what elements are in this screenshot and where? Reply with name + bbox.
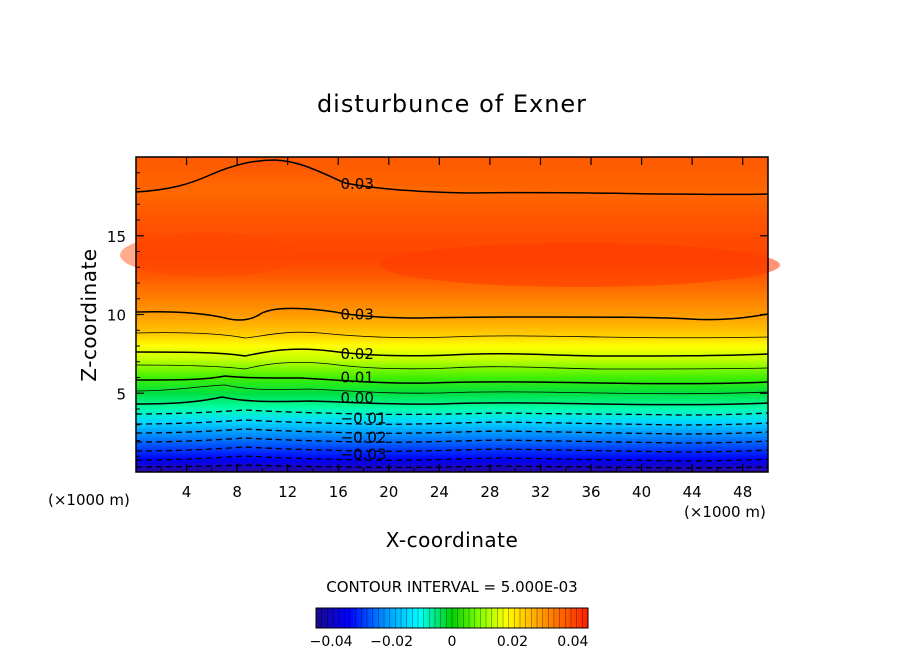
max-region [380,243,780,287]
x-tick-label: 8 [232,483,242,501]
colorbar-tick-label: 0.02 [497,634,528,650]
y-tick-label: 5 [116,385,126,403]
x-tick-label: 36 [581,483,600,501]
colorbar-tick-labels: −0.04 −0.02 0 0.02 0.04 [310,634,589,650]
contour-label: 0.01 [340,369,373,387]
contour-neg-0.035 [135,464,769,469]
contour-neg-0.015 [135,428,769,435]
contour-0.005 [135,384,769,395]
contour-label: −0.02 [341,428,387,446]
y-tick-label: 10 [107,307,126,325]
contour-lines [135,159,769,469]
chart-title: disturbunce of Exner [317,90,587,118]
contour-0.03-lower [135,307,769,321]
contour-neg-0.02 [135,437,769,444]
contour-neg-0.01 [135,419,769,426]
x-tick-label: 16 [329,483,348,501]
x-tick-label: 20 [379,483,398,501]
colorbar-stripes [321,608,583,628]
x-tick-label: 28 [480,483,499,501]
y-axis-label: Z-coordinate [77,248,101,381]
contour-label: −0.01 [341,409,387,427]
contour-label: 0.00 [340,389,373,407]
contour-neg-0.025 [135,446,769,453]
contour-label: −0.03 [341,446,387,464]
contour-label: 0.03 [340,306,373,324]
x-tick-label: 12 [278,483,297,501]
contour-neg-0.03 [135,455,769,462]
z-unit-label: (×1000 m) [48,491,130,509]
colorbar-tick-label: 0.04 [557,634,588,650]
colorbar-tick-label: 0 [448,634,457,650]
x-tick-label: 44 [683,483,702,501]
colorbar-tick-label: −0.02 [370,634,413,650]
contour-0.025 [135,331,769,339]
contour-0.00 [135,396,769,406]
plot-field [120,157,780,472]
contour-interval-label: CONTOUR INTERVAL = 5.000E-03 [326,578,577,596]
x-axis-label: X-coordinate [386,528,519,552]
contour-label: 0.02 [340,345,373,363]
y-axis-ticks: 5 10 15 [107,172,768,457]
contour-0.015 [135,361,769,370]
contour-neg-0.005 [135,409,769,416]
x-tick-label: 4 [182,483,192,501]
x-tick-label: 32 [531,483,550,501]
top-bump [136,157,768,192]
colorbar-tick-label: −0.04 [310,634,353,650]
x-axis-ticks: 4 8 12 16 20 24 28 32 36 40 44 48 [160,157,752,501]
y-tick-label: 15 [107,228,126,246]
contour-labels: 0.03 0.03 0.02 0.01 0.00 −0.01−0.02−0.03 [340,175,386,464]
x-tick-label: 24 [430,483,449,501]
contour-0.01 [135,375,769,385]
colorbar-frame [315,607,589,629]
x-tick-label: 48 [733,483,752,501]
x-tick-label: 40 [632,483,651,501]
contour-0.02 [135,348,769,357]
max-region-left [120,233,300,277]
field-fill [136,157,768,472]
colorbar: −0.04 −0.02 0 0.02 0.04 [310,607,589,650]
x-unit-label: (×1000 m) [684,503,766,521]
contour-label: 0.03 [340,175,373,193]
contour-0.03-upper [135,159,769,196]
